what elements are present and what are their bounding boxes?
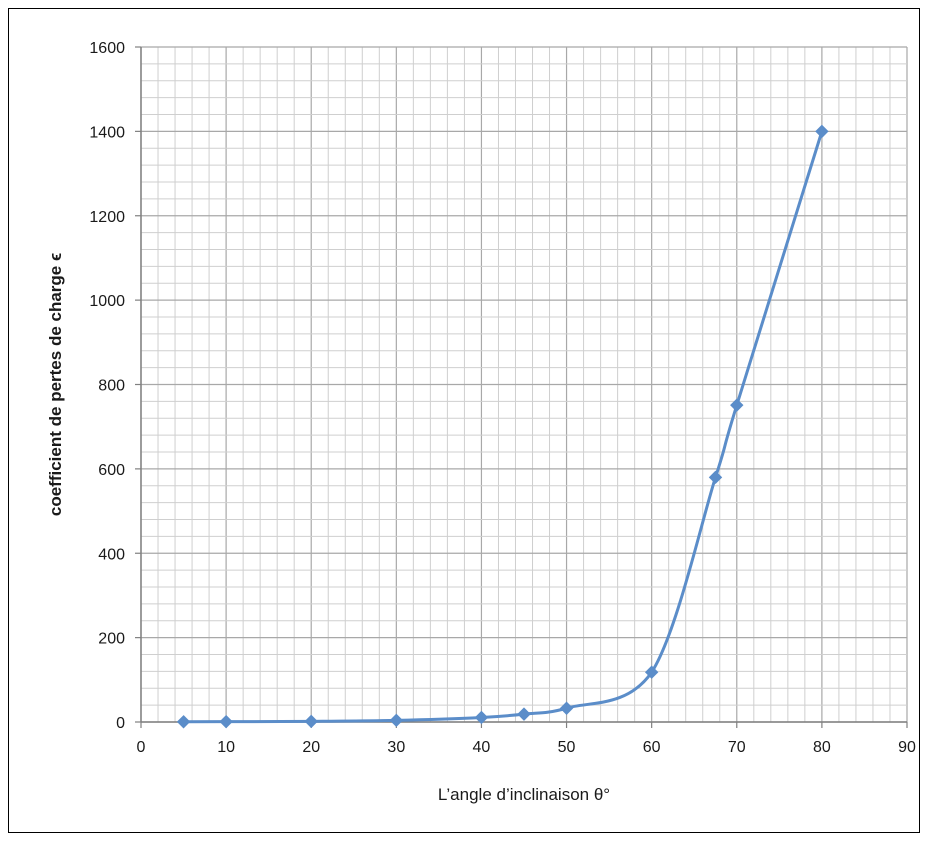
y-tick-label: 200	[98, 631, 125, 648]
data-point-marker	[517, 707, 531, 721]
y-tick-label: 600	[98, 462, 125, 479]
y-axis-title: coefficient de pertes de charge ϵ	[46, 253, 65, 516]
y-tick-label: 1400	[89, 124, 125, 141]
x-tick-label: 70	[728, 739, 746, 756]
x-tick-label: 30	[387, 739, 405, 756]
x-tick-label: 0	[137, 739, 146, 756]
y-tick-label: 400	[98, 546, 125, 563]
y-tick-label: 1000	[89, 293, 125, 310]
x-axis-title: L’angle d’inclinaison θ°	[438, 785, 610, 804]
grid	[140, 46, 908, 723]
data-point-marker	[389, 713, 404, 728]
line-chart: 0 200 400 600 800 1000 1200 1400 1600 0 10 20 30 40 50…	[46, 40, 916, 804]
data-point-marker	[304, 714, 318, 729]
data-point-marker	[730, 398, 744, 412]
data-point-marker	[708, 470, 723, 485]
y-tick-label: 1600	[89, 40, 125, 57]
data-point-marker	[815, 124, 829, 139]
x-tick-label: 60	[643, 739, 661, 756]
y-tick-label: 800	[98, 378, 125, 395]
x-tick-label: 40	[473, 739, 491, 756]
x-tick-label: 10	[217, 739, 235, 756]
series-line	[182, 129, 824, 724]
data-point-marker	[219, 714, 233, 729]
x-tick-label: 50	[558, 739, 576, 756]
x-tick-label: 80	[813, 739, 831, 756]
data-point-marker	[644, 665, 659, 679]
data-point-marker	[559, 701, 574, 715]
y-tick-label: 1200	[89, 209, 125, 226]
data-point-marker	[176, 715, 191, 729]
data-point-marker	[474, 710, 489, 725]
x-tick-label: 20	[302, 739, 320, 756]
y-tick-label: 0	[116, 715, 125, 732]
series	[176, 124, 829, 729]
x-tick-label: 90	[898, 739, 916, 756]
chart-frame: 0 200 400 600 800 1000 1200 1400 1600 0 10 20 30 40 50…	[8, 8, 920, 833]
axes	[135, 46, 908, 728]
tick-labels: 0 200 400 600 800 1000 1200 1400 1600 0 10 20 30 40 50…	[89, 40, 916, 756]
